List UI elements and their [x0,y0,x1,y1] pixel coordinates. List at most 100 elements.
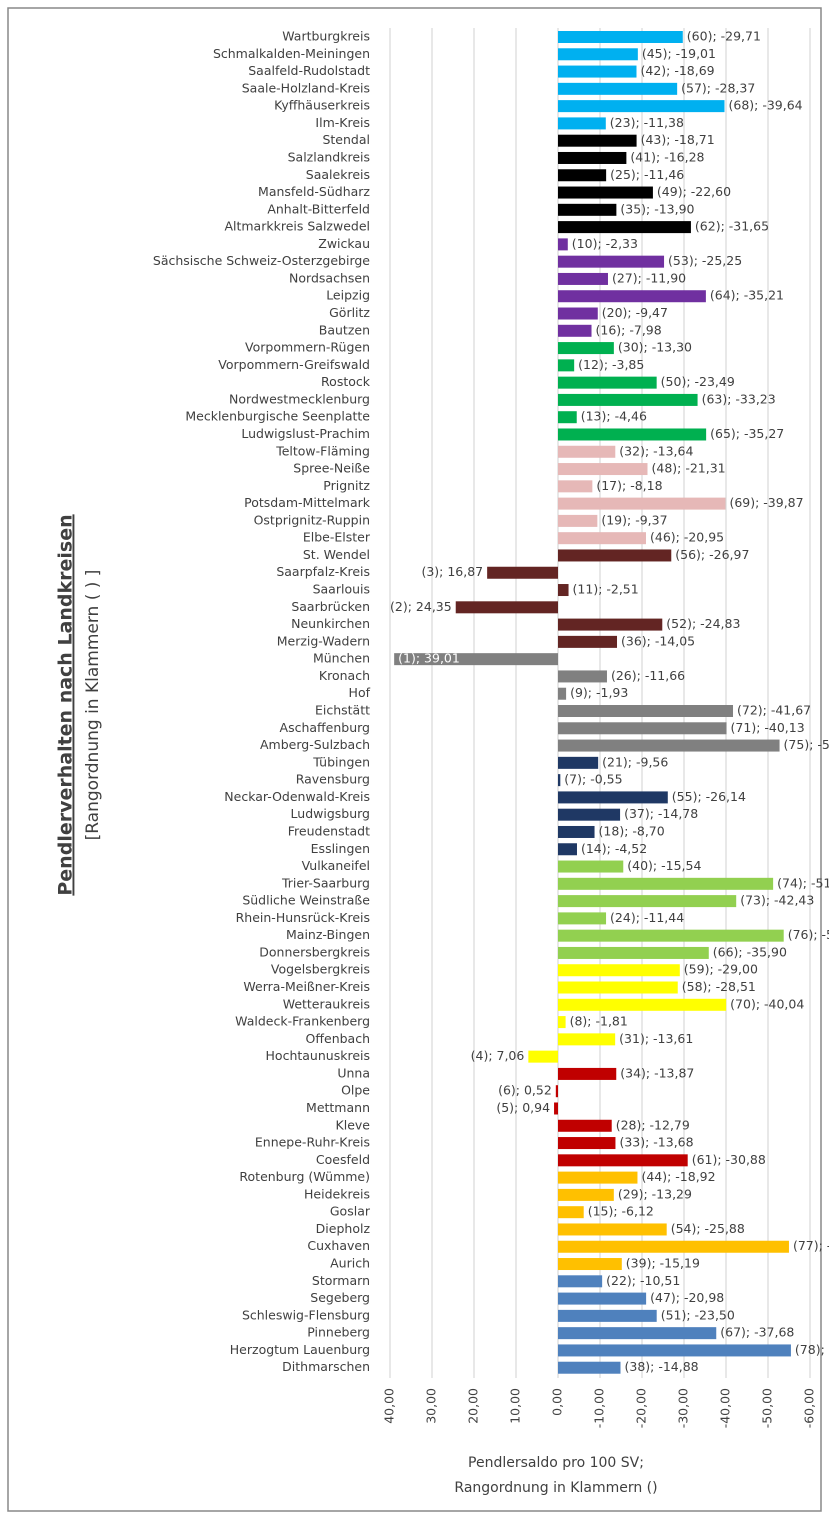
y-tick-label: Mainz-Bingen [286,927,370,942]
bar [558,670,607,683]
value-label: (64); -35,21 [710,288,784,303]
value-label: (2); 24,35 [390,599,452,614]
y-tick-label: Heidekreis [304,1186,370,1201]
y-tick-label: Wartburgkreis [282,29,370,44]
y-tick-label: Cuxhaven [307,1238,370,1253]
bar [558,825,595,838]
bar [558,981,678,994]
bar [558,272,608,285]
bar [558,929,784,942]
y-tick-label: Vorpommern-Greifswald [218,357,370,372]
y-tick-label: Dithmarschen [282,1359,370,1374]
value-label: (40); -15,54 [627,858,701,873]
y-tick-label: Waldeck-Frankenberg [235,1014,370,1029]
value-label: (25); -11,46 [610,167,684,182]
x-tick-label: 30,00 [424,1388,439,1424]
value-label: (71); -40,13 [731,720,805,735]
y-tick-label: Salzlandkreis [288,149,370,164]
value-label: (9); -1,93 [570,685,628,700]
y-tick-label: Schmalkalden-Meiningen [213,46,370,61]
y-tick-label: Diepholz [316,1221,371,1236]
bar [558,1309,657,1322]
bar [558,342,614,355]
bar [555,1085,558,1098]
y-tick-label: Freudenstadt [288,823,370,838]
y-tick-label: Stendal [322,132,370,147]
value-label: (16); -7,98 [596,322,662,337]
value-label: (27); -11,90 [612,270,686,285]
bar [558,65,637,78]
bar [558,618,663,631]
value-label: (28); -12,79 [616,1117,690,1132]
y-tick-label: Hochtaunuskreis [266,1048,370,1063]
bar [558,255,665,268]
bar [558,463,648,476]
value-label: (39); -15,19 [626,1256,700,1271]
value-label: (70); -40,04 [730,996,804,1011]
y-tick-label: Amberg-Sulzbach [260,737,370,752]
y-tick-label: Mettmann [306,1100,370,1115]
y-tick-label: Elbe-Elster [303,530,371,545]
x-tick-label: 10,00 [508,1388,523,1424]
value-label: (33); -13,68 [619,1135,693,1150]
value-label: (55); -26,14 [672,789,746,804]
value-label: (66); -35,90 [713,944,787,959]
value-label: (21); -9,56 [602,754,668,769]
bar [487,566,558,579]
bar [558,705,734,717]
value-label: (29); -13,29 [618,1186,692,1201]
value-label: (50); -23,49 [661,374,735,389]
bar [558,687,567,700]
y-tick-label: Wetteraukreis [283,996,370,1011]
y-tick-label: Ludwigslust-Prachim [241,426,370,441]
y-tick-label: Zwickau [318,236,370,251]
value-label: (26); -11,66 [611,668,685,683]
y-axis-title: Pendlerverhalten nach Landkreisen [55,514,77,895]
y-tick-label: Rhein-Hunsrück-Kreis [236,910,370,925]
y-tick-label: Kyffhäuserkreis [274,98,370,113]
y-tick-label: Görlitz [329,305,370,320]
x-tick-label: -30,00 [676,1388,691,1428]
x-tick-label: 40,00 [382,1388,397,1424]
bar [558,445,616,458]
x-tick-label: -50,00 [760,1388,775,1428]
x-tick-label: -20,00 [634,1388,649,1428]
bar [558,290,706,303]
y-tick-label: Ilm-Kreis [315,115,370,130]
x-tick-label: 0,00 [550,1388,565,1416]
value-label: (75); -52,75 [784,737,829,752]
y-tick-label: Goslar [330,1204,371,1219]
bar [558,1275,603,1288]
bar [558,1188,614,1201]
y-tick-label: Aschaffenburg [280,720,370,735]
y-tick-label: Herzogtum Lauenburg [230,1342,370,1357]
bar [558,497,726,510]
value-label: (41); -16,28 [630,149,704,164]
value-label: (12); -3,85 [578,357,644,372]
y-tick-label: Leipzig [326,288,370,303]
bar [558,774,561,787]
bar [558,1171,638,1184]
bar [558,307,598,320]
value-label: (72); -41,67 [737,703,811,718]
y-tick-label: Unna [337,1065,370,1080]
value-label: (37); -14,78 [624,806,698,821]
y-tick-label: Nordsachsen [289,270,370,285]
bar [558,532,646,545]
value-label: (52); -24,83 [666,616,740,631]
value-label: (7); -0,55 [564,772,622,787]
bar [558,1292,647,1305]
y-tick-label: Bautzen [319,322,370,337]
bar [558,48,638,61]
value-label: (14); -4,52 [581,841,647,856]
value-label: (17); -8,18 [596,478,662,493]
value-label: (68); -39,64 [728,98,802,113]
bar [558,1206,584,1219]
y-tick-label: Spree-Neiße [293,461,370,476]
bar [558,359,575,372]
value-label: (31); -13,61 [619,1031,693,1046]
value-label: (5); 0,94 [496,1100,550,1115]
value-label: (47); -20,98 [650,1290,724,1305]
bar [558,722,727,735]
y-tick-label: München [313,651,370,666]
